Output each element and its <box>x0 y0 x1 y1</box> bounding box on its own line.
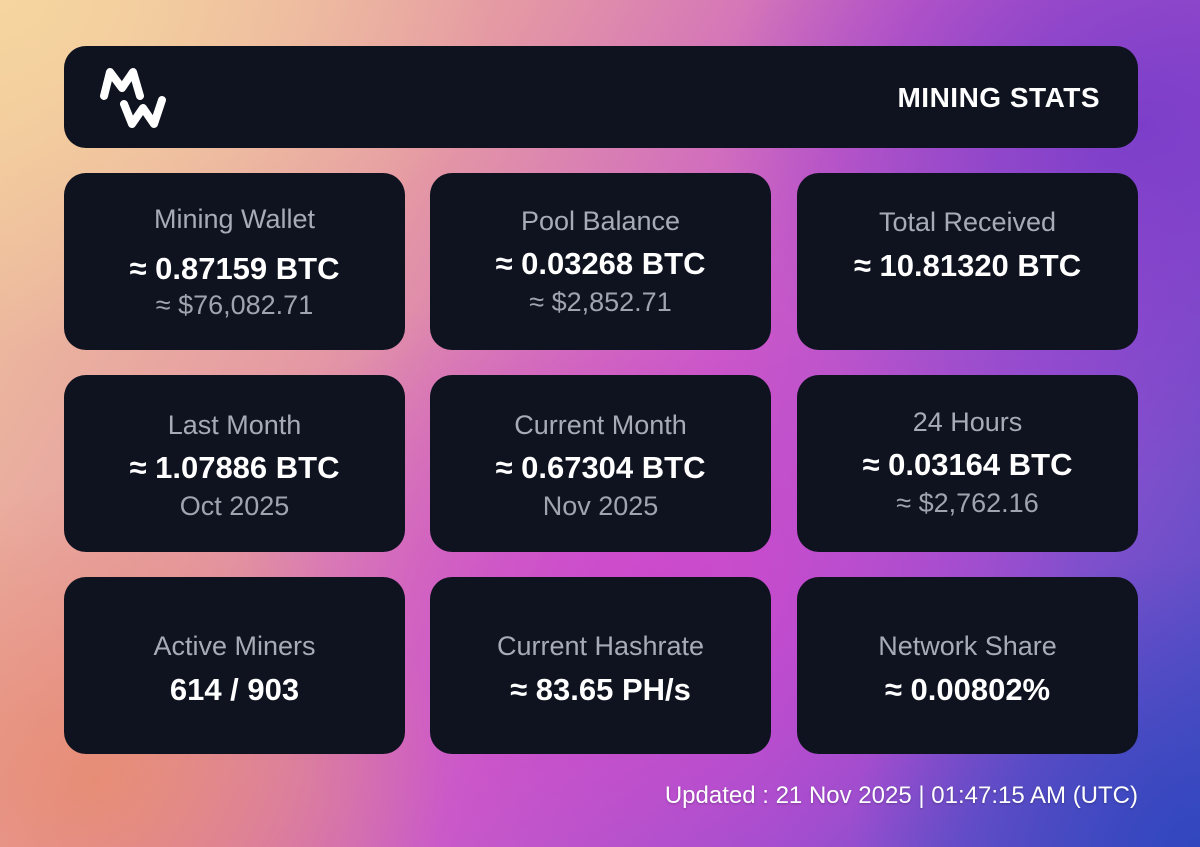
card-24-hours: 24 Hours ≈ 0.03164 BTC ≈ $2,762.16 <box>797 375 1138 552</box>
card-sub: ≈ $2,852.71 <box>529 287 672 317</box>
card-value: ≈ 83.65 PH/s <box>510 672 691 707</box>
card-pool-balance: Pool Balance ≈ 0.03268 BTC ≈ $2,852.71 <box>430 173 771 350</box>
card-sub: ≈ $2,762.16 <box>896 488 1039 518</box>
updated-timestamp: Updated : 21 Nov 2025 | 01:47:15 AM (UTC… <box>664 782 1138 809</box>
card-label: Network Share <box>878 631 1057 661</box>
page-title: MINING STATS <box>897 82 1100 113</box>
card-sub: Nov 2025 <box>542 491 659 521</box>
card-label: Pool Balance <box>520 206 681 236</box>
card-total-received: Total Received ≈ 10.81320 BTC <box>797 173 1138 350</box>
card-label: Total Received <box>878 207 1057 237</box>
card-label: 24 Hours <box>912 407 1023 437</box>
card-value: ≈ 10.81320 BTC <box>853 248 1082 283</box>
card-sub: Oct 2025 <box>179 491 290 521</box>
card-current-hashrate: Current Hashrate ≈ 83.65 PH/s <box>430 577 771 754</box>
card-active-miners: Active Miners 614 / 903 <box>64 577 405 754</box>
card-value: ≈ 0.00802% <box>884 672 1051 707</box>
card-label: Current Month <box>514 410 687 440</box>
card-sub: ≈ $76,082.71 <box>155 290 314 320</box>
card-value: ≈ 0.03164 BTC <box>862 447 1073 482</box>
mw-logo-icon <box>100 68 166 128</box>
card-label: Current Hashrate <box>496 631 705 661</box>
card-value: ≈ 0.03268 BTC <box>495 246 706 281</box>
card-label: Active Miners <box>153 631 316 661</box>
card-value: ≈ 0.67304 BTC <box>495 450 706 485</box>
card-label: Last Month <box>167 410 302 440</box>
card-last-month: Last Month ≈ 1.07886 BTC Oct 2025 <box>64 375 405 552</box>
card-value: 614 / 903 <box>169 672 300 707</box>
card-network-share: Network Share ≈ 0.00802% <box>797 577 1138 754</box>
card-label: Mining Wallet <box>153 204 316 234</box>
header-bar: MINING STATS <box>64 46 1138 148</box>
card-value: ≈ 1.07886 BTC <box>129 450 340 485</box>
card-mining-wallet: Mining Wallet ≈ 0.87159 BTC ≈ $76,082.71 <box>64 173 405 350</box>
card-value: ≈ 0.87159 BTC <box>129 251 340 286</box>
card-current-month: Current Month ≈ 0.67304 BTC Nov 2025 <box>430 375 771 552</box>
